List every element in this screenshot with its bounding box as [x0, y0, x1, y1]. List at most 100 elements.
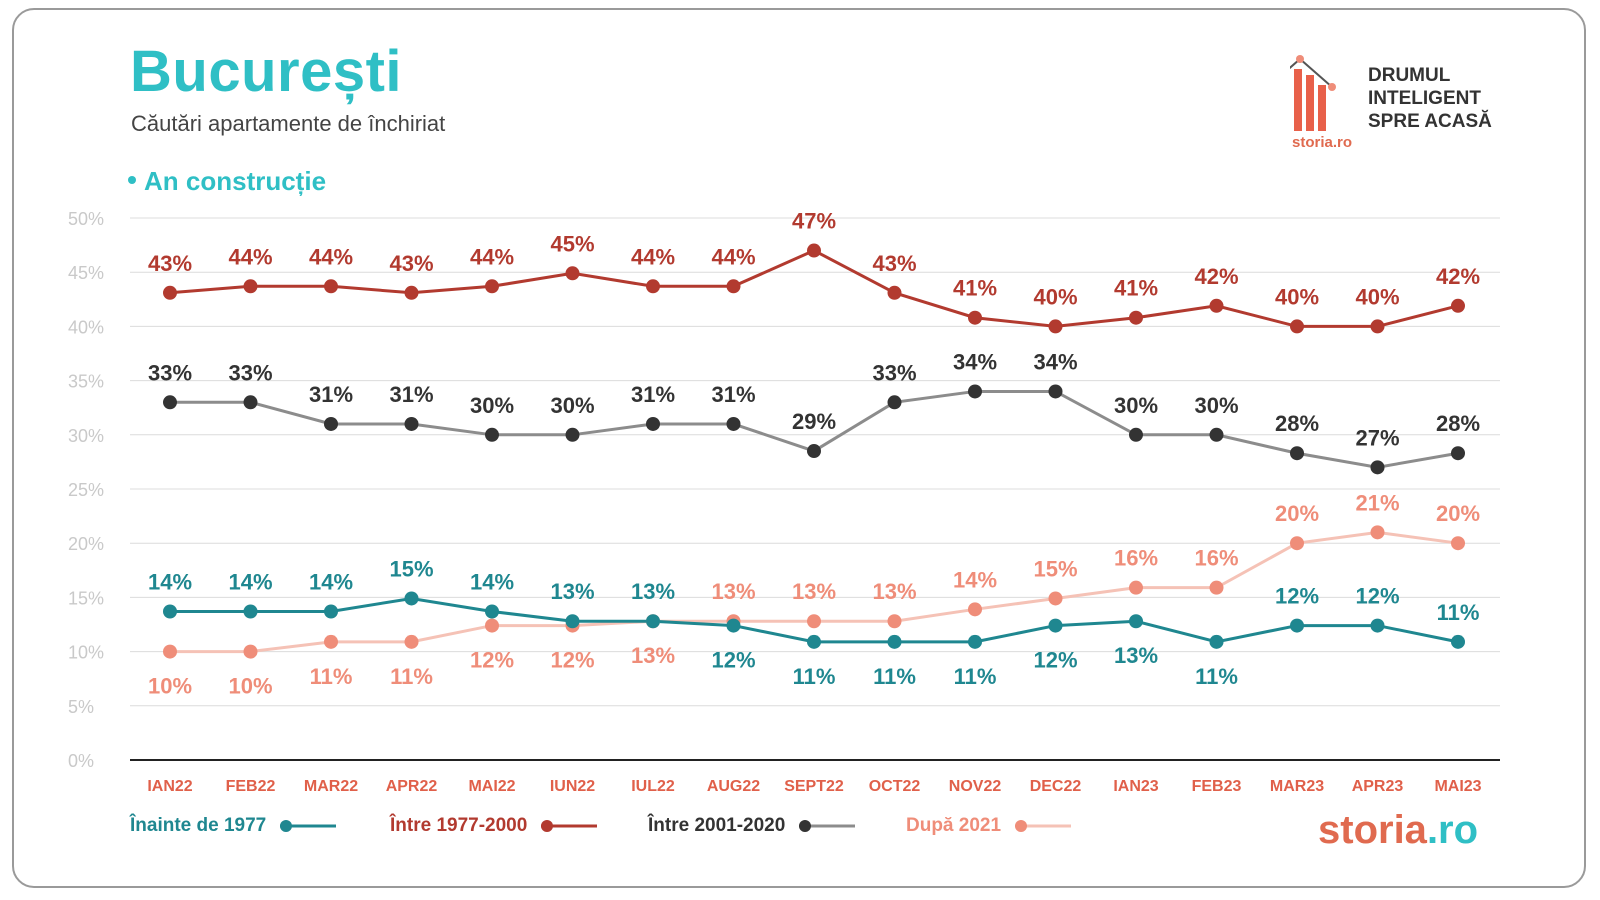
y-tick-label: 50%	[68, 209, 104, 229]
data-label: 34%	[1033, 349, 1077, 374]
legend-item-1977-2000: Între 1977-2000	[390, 815, 599, 837]
data-label: 33%	[148, 360, 192, 385]
data-label: 14%	[148, 569, 192, 594]
legend-swatch	[799, 820, 856, 832]
data-label: 29%	[792, 409, 836, 434]
y-tick-label: 20%	[68, 534, 104, 554]
data-point	[807, 243, 821, 258]
data-point	[163, 395, 177, 410]
data-point	[1209, 427, 1224, 442]
data-point	[404, 634, 419, 649]
data-label: 12%	[711, 648, 755, 673]
data-point	[807, 634, 821, 649]
x-tick-label: APR22	[386, 778, 438, 795]
data-label: 31%	[309, 382, 353, 407]
data-label: 11%	[310, 664, 353, 689]
data-label: 13%	[1114, 643, 1158, 668]
data-label: 20%	[1436, 501, 1480, 526]
data-label: 30%	[1194, 393, 1238, 418]
data-point	[1290, 618, 1304, 633]
data-label: 14%	[309, 569, 353, 594]
legend-item-after-2021: După 2021	[906, 815, 1073, 837]
data-label: 10%	[148, 674, 192, 699]
legend-swatch	[541, 820, 598, 832]
x-tick-label: AUG22	[707, 778, 760, 795]
data-label: 11%	[1437, 600, 1480, 625]
data-point	[968, 310, 982, 325]
x-tick-label: MAR22	[304, 778, 358, 795]
data-label: 12%	[1355, 584, 1399, 609]
data-point	[968, 602, 982, 617]
data-point	[404, 591, 419, 606]
data-label: 13%	[872, 579, 916, 604]
x-tick-label: DEC22	[1030, 778, 1082, 795]
chart-x-labels: IAN22 FEB22 MAR22 APR22 MAI22 IUN22 IUL22 AUG22…	[147, 778, 1481, 795]
data-label: 11%	[954, 664, 997, 689]
data-point	[887, 395, 902, 410]
data-label: 43%	[148, 251, 192, 276]
x-tick-label: FEB22	[226, 778, 276, 795]
x-tick-label: IAN23	[1113, 778, 1158, 795]
data-label: 33%	[228, 360, 272, 385]
data-point	[404, 416, 419, 431]
data-point	[1370, 460, 1385, 475]
x-tick-label: SEPT22	[784, 778, 844, 795]
data-point	[324, 279, 338, 294]
data-label: 40%	[1275, 284, 1319, 309]
data-label: 11%	[1195, 664, 1238, 689]
data-point	[1290, 536, 1304, 551]
data-point	[646, 416, 660, 431]
data-point	[163, 604, 177, 619]
y-tick-label: 35%	[68, 372, 104, 392]
data-point	[243, 644, 258, 659]
data-point	[968, 634, 982, 649]
y-tick-label: 40%	[68, 317, 104, 337]
data-label: 45%	[550, 231, 594, 256]
data-point	[1209, 634, 1224, 649]
data-point	[243, 604, 258, 619]
data-point	[1209, 298, 1224, 313]
data-label: 13%	[792, 579, 836, 604]
x-tick-label: MAI22	[468, 778, 515, 795]
data-label: 31%	[631, 382, 675, 407]
chart-data-labels: 10% 10% 11% 11% 12% 12% 13% 13% 13% 13% 14% 15% 16% 1…	[148, 209, 1480, 699]
x-tick-label: IAN22	[147, 778, 192, 795]
page-subtitle: Căutări apartamente de închiriat	[131, 111, 446, 136]
data-point	[1048, 319, 1063, 334]
data-label: 40%	[1355, 284, 1399, 309]
x-tick-label: IUL22	[631, 778, 675, 795]
data-point	[1370, 319, 1385, 334]
data-point	[243, 279, 258, 294]
data-label: 11%	[873, 664, 916, 689]
brand-logo-part1: storia	[1318, 808, 1427, 852]
data-point	[485, 618, 499, 633]
x-tick-label: OCT22	[869, 778, 921, 795]
data-label: 41%	[1114, 276, 1158, 301]
brand-logo-part2: .ro	[1426, 808, 1479, 852]
logo-line-1: DRUMUL	[1368, 65, 1451, 86]
data-label: 14%	[953, 567, 997, 592]
y-tick-label: 0%	[68, 751, 94, 771]
data-point	[324, 416, 338, 431]
data-point	[646, 279, 660, 294]
data-point	[1129, 580, 1143, 595]
bullet-dot-icon	[128, 176, 136, 185]
data-point	[1370, 618, 1385, 633]
legend-item-2001-2020: Între 2001-2020	[648, 815, 857, 837]
data-label: 21%	[1355, 490, 1399, 515]
legend-label: Înainte de 1977	[130, 815, 267, 836]
data-label: 12%	[1275, 584, 1319, 609]
data-label: 44%	[711, 244, 755, 269]
data-label: 11%	[793, 664, 836, 689]
data-label: 13%	[711, 579, 755, 604]
chart-grid: 0% 5% 10% 15% 20% 25% 30% 35% 40% 45% 50%	[68, 209, 1500, 771]
data-point	[1048, 384, 1063, 399]
logo-text: DRUMUL INTELIGENT SPRE ACASĂ	[1368, 64, 1492, 133]
data-label: 12%	[470, 648, 514, 673]
data-point	[1048, 618, 1063, 633]
data-point	[163, 285, 177, 300]
chart-points	[163, 243, 1465, 659]
data-label: 41%	[953, 276, 997, 301]
series-line	[169, 248, 1459, 328]
